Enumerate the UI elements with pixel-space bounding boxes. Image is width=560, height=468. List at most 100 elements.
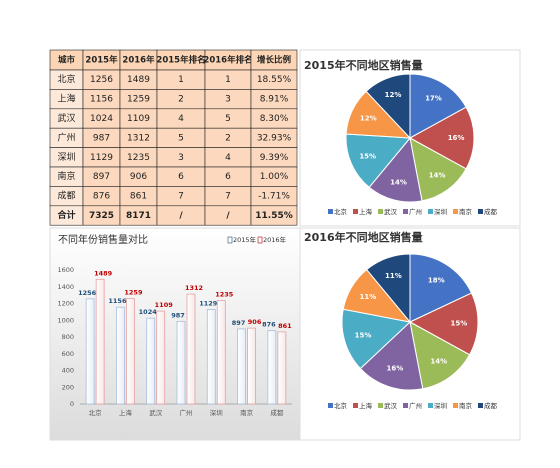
pie-slice [409, 253, 473, 323]
cell-text: 2 [225, 133, 231, 143]
y-tick-label: 400 [62, 367, 74, 375]
cell-text: 7 [225, 192, 231, 202]
bar [206, 309, 216, 405]
cell-text: 1259 [127, 95, 150, 105]
bar [277, 331, 287, 405]
value-label: 1024 [139, 308, 158, 316]
cell-text: 8.30% [260, 114, 289, 124]
x-tick-label: 上海 [119, 408, 133, 417]
slice-label: 11% [359, 293, 376, 301]
cell-text: 906 [130, 172, 147, 182]
legend-label: 武汉 [384, 207, 398, 216]
pie-slice [365, 73, 411, 140]
legend-swatch [227, 236, 233, 244]
cell-text: 合计 [57, 209, 75, 221]
value-label: 1156 [108, 297, 127, 305]
bar [116, 306, 125, 405]
cell-text: 897 [93, 172, 110, 182]
pie-slice [359, 321, 424, 391]
pie-slice [345, 133, 412, 189]
legend-swatch [403, 403, 408, 408]
chart-title: 2015年不同地区销售量 [304, 58, 423, 72]
legend-swatch [478, 209, 483, 214]
value-label: 906 [248, 318, 262, 326]
y-tick-label: 1600 [57, 266, 74, 274]
y-tick-label: 1000 [57, 316, 74, 324]
legend-label: 北京 [334, 401, 348, 410]
cell-text: 1235 [127, 153, 150, 163]
pie-slice [409, 73, 467, 139]
cell-text: 2016年排名 [203, 55, 252, 66]
cell-text: 876 [93, 192, 110, 202]
cell-text: 2 [178, 95, 184, 105]
value-label: 1129 [199, 299, 218, 307]
pie-slice [409, 137, 467, 202]
value-label: 1109 [155, 301, 174, 309]
cell-text: 2016年 [122, 55, 155, 66]
legend-label: 南京 [459, 401, 473, 410]
legend-label: 武汉 [384, 401, 398, 410]
slice-label: 14% [429, 171, 446, 179]
pie-slice [408, 106, 475, 170]
cell-text: / [226, 211, 230, 221]
bar [186, 293, 196, 405]
y-tick-label: 800 [62, 333, 74, 341]
legend-swatch [428, 209, 433, 214]
x-tick-label: 武汉 [149, 408, 163, 417]
cell-text: 18.55% [257, 75, 292, 85]
legend-label: 深圳 [434, 401, 447, 410]
value-label: 987 [171, 311, 185, 319]
cell-text: 7 [178, 192, 184, 202]
legend-swatch [378, 403, 383, 408]
slice-label: 15% [355, 332, 372, 340]
bar [237, 328, 246, 405]
cell-text: 1109 [127, 114, 150, 124]
bar [176, 320, 186, 405]
value-label: 1259 [124, 289, 143, 297]
legend-label: 成都 [484, 401, 498, 410]
legend-swatch [478, 403, 483, 408]
cell-text: 1 [225, 75, 231, 85]
y-tick-label: 1400 [57, 283, 74, 291]
legend-label: 上海 [359, 207, 373, 216]
legend-label: 深圳 [434, 207, 447, 216]
value-label: 1235 [215, 291, 234, 299]
cell-text: 1.00% [260, 172, 289, 182]
legend-swatch [428, 403, 433, 408]
cell-text: 成都 [57, 190, 75, 202]
legend-label: 2015年 [233, 235, 257, 244]
legend-label: 上海 [359, 401, 373, 410]
cell-text: 5 [178, 133, 184, 143]
cell-text: 深圳 [57, 152, 75, 163]
value-label: 1256 [78, 289, 97, 297]
bar [156, 310, 166, 405]
slice-label: 16% [386, 365, 403, 373]
y-tick-label: 200 [62, 383, 74, 391]
cell-text: 4 [225, 153, 231, 163]
cell-text: 3 [178, 153, 184, 163]
cell-text: 8171 [126, 211, 151, 221]
cell-text: 9.39% [260, 153, 289, 163]
cell-text: 7325 [89, 211, 114, 221]
cell-text: 广州 [57, 131, 75, 143]
cell-text: -1.71% [258, 192, 290, 202]
legend-swatch [328, 209, 333, 214]
bar [146, 317, 156, 405]
pie-slice [365, 253, 411, 324]
cell-text: 2015年排名 [156, 55, 205, 66]
x-tick-label: 深圳 [210, 408, 223, 417]
legend-label: 北京 [334, 207, 348, 216]
value-label: 876 [262, 321, 276, 329]
value-label: 1312 [185, 284, 203, 292]
slice-label: 17% [425, 94, 442, 102]
cell-text: 1256 [90, 75, 113, 85]
y-tick-label: 0 [70, 400, 74, 408]
cell-text: 11.55% [255, 211, 293, 221]
cell-text: 6 [178, 172, 184, 182]
bar [267, 330, 277, 405]
slice-label: 16% [448, 134, 465, 142]
value-label: 897 [232, 319, 246, 327]
cell-text: 1312 [127, 133, 150, 143]
slice-label: 15% [359, 152, 376, 160]
